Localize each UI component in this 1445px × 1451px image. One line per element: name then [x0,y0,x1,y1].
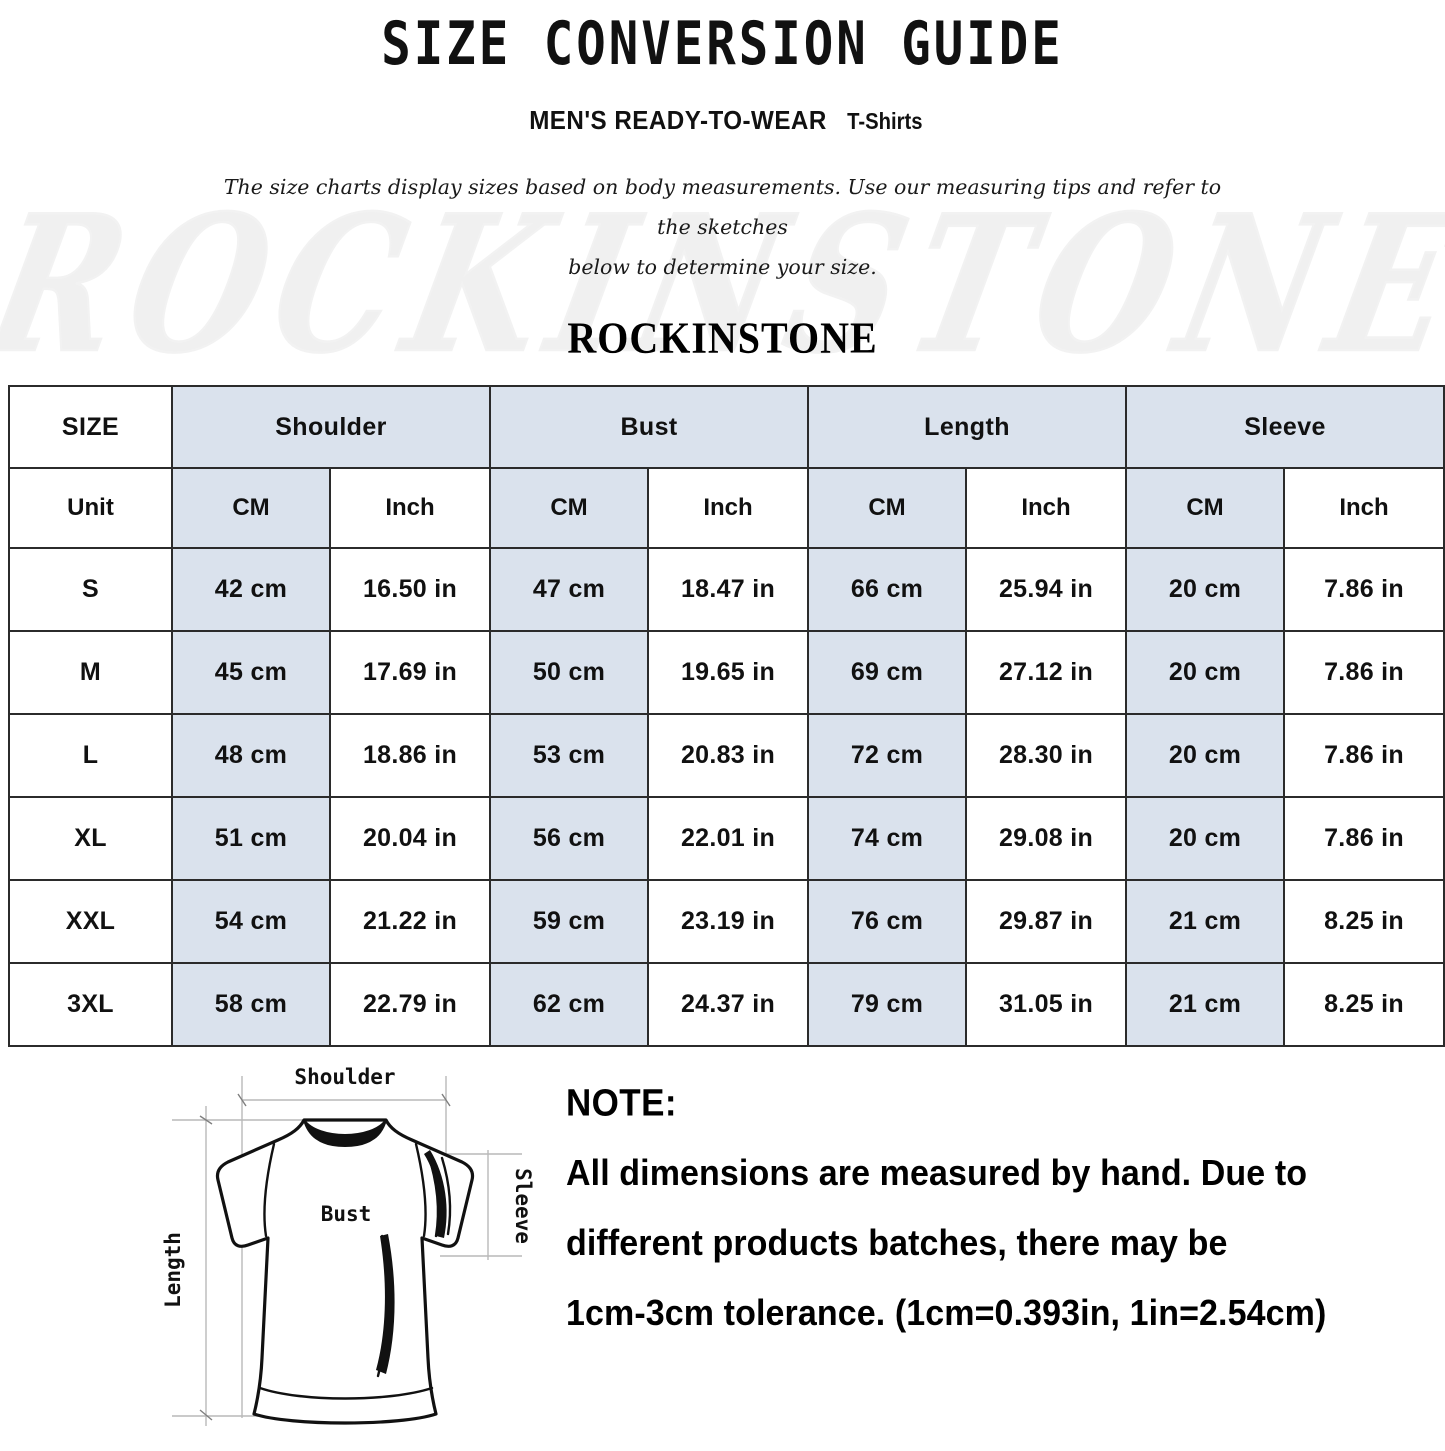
cell-bust-in: 20.83 in [647,713,810,798]
cell-size: M [8,630,173,715]
cell-sleeve-in: 7.86 in [1283,796,1445,881]
cell-length-in: 28.30 in [965,713,1128,798]
description-line-1: The size charts display sizes based on b… [223,175,1222,239]
header-group-length: Length [807,385,1128,469]
table-row: XXL 54 cm 21.22 in 59 cm 23.19 in 76 cm … [8,879,1445,964]
cell-bust-in: 23.19 in [647,879,810,964]
cell-shoulder-in: 17.69 in [328,630,492,715]
cell-size: S [8,547,173,632]
cell-size: 3XL [8,962,173,1047]
header-group-shoulder: Shoulder [170,385,492,469]
cell-shoulder-cm: 58 cm [171,962,331,1047]
cell-sleeve-cm: 20 cm [1125,547,1286,632]
cell-bust-cm: 47 cm [489,547,650,632]
cell-length-cm: 79 cm [807,962,968,1047]
subtitle: MEN'S READY-TO-WEAR T-Shirts [0,105,1445,136]
cell-shoulder-cm: 51 cm [171,796,331,881]
cell-length-in: 29.87 in [965,879,1128,964]
note-line-2: different products batches, there may be [566,1223,1228,1264]
header-shoulder-cm: CM [171,467,331,549]
cell-length-cm: 66 cm [807,547,968,632]
diagram-label-sleeve: Sleeve [511,1168,535,1244]
cell-shoulder-in: 22.79 in [328,962,492,1047]
diagram-label-bust: Bust [321,1202,372,1226]
cell-sleeve-in: 8.25 in [1283,962,1445,1047]
page-title: SIZE CONVERSION GUIDE [381,9,1064,79]
cell-shoulder-in: 16.50 in [328,547,492,632]
cell-bust-cm: 53 cm [489,713,650,798]
cell-length-cm: 69 cm [807,630,968,715]
header-sleeve-cm: CM [1125,467,1286,549]
cell-shoulder-cm: 45 cm [171,630,331,715]
tshirt-measurement-diagram: Shoulder Bust Sleeve Length [150,1058,540,1446]
cell-shoulder-cm: 54 cm [171,879,331,964]
table-row: L 48 cm 18.86 in 53 cm 20.83 in 72 cm 28… [8,713,1445,798]
cell-bust-cm: 50 cm [489,630,650,715]
cell-bust-in: 22.01 in [647,796,810,881]
header-unit: Unit [8,467,173,549]
cell-sleeve-cm: 21 cm [1125,962,1286,1047]
cell-length-in: 29.08 in [965,796,1128,881]
table-row: M 45 cm 17.69 in 50 cm 19.65 in 69 cm 27… [8,630,1445,715]
note-title: NOTE: [566,1082,677,1125]
table-unit-row: Unit CM Inch CM Inch CM Inch CM Inch [8,467,1445,549]
cell-sleeve-cm: 21 cm [1125,879,1286,964]
bottom-section: Shoulder Bust Sleeve Length NOTE: All di… [0,1050,1445,1445]
header-group-sleeve: Sleeve [1125,385,1445,469]
header-length-cm: CM [807,467,968,549]
table-row: 3XL 58 cm 22.79 in 62 cm 24.37 in 79 cm … [8,962,1445,1047]
cell-shoulder-in: 20.04 in [328,796,492,881]
size-chart-table: SIZE Shoulder Bust Length Sleeve Unit CM… [8,385,1445,1047]
note-line-1: All dimensions are measured by hand. Due… [566,1153,1308,1194]
cell-length-in: 27.12 in [965,630,1128,715]
cell-bust-in: 24.37 in [647,962,810,1047]
cell-shoulder-in: 18.86 in [328,713,492,798]
cell-sleeve-in: 7.86 in [1283,630,1445,715]
cell-size: XL [8,796,173,881]
description-line-2: below to determine your size. [568,254,877,279]
cell-shoulder-in: 21.22 in [328,879,492,964]
header-group-bust: Bust [489,385,810,469]
cell-bust-cm: 56 cm [489,796,650,881]
cell-sleeve-cm: 20 cm [1125,713,1286,798]
header-bust-inch: Inch [647,467,810,549]
cell-length-in: 31.05 in [965,962,1128,1047]
cell-shoulder-cm: 42 cm [171,547,331,632]
cell-sleeve-cm: 20 cm [1125,630,1286,715]
header-shoulder-inch: Inch [328,467,492,549]
cell-bust-in: 18.47 in [647,547,810,632]
cell-bust-cm: 59 cm [489,879,650,964]
size-chart-container: SIZE Shoulder Bust Length Sleeve Unit CM… [8,385,1445,1047]
cell-length-cm: 74 cm [807,796,968,881]
description-text: The size charts display sizes based on b… [213,168,1233,288]
note-block: NOTE: All dimensions are measured by han… [566,1082,1396,1334]
cell-sleeve-in: 7.86 in [1283,547,1445,632]
cell-sleeve-cm: 20 cm [1125,796,1286,881]
subtitle-category: MEN'S READY-TO-WEAR [528,105,827,135]
cell-bust-cm: 62 cm [489,962,650,1047]
note-line-3: 1cm-3cm tolerance. (1cm=0.393in, 1in=2.5… [566,1293,1327,1334]
cell-size: L [8,713,173,798]
cell-sleeve-in: 8.25 in [1283,879,1445,964]
subtitle-product: T-Shirts [846,108,923,134]
page-header: SIZE CONVERSION GUIDE MEN'S READY-TO-WEA… [0,0,1445,363]
cell-shoulder-cm: 48 cm [171,713,331,798]
diagram-label-shoulder: Shoulder [294,1065,395,1089]
cell-size: XXL [8,879,173,964]
brand-name: ROCKINSTONE [567,312,878,363]
cell-length-cm: 72 cm [807,713,968,798]
cell-bust-in: 19.65 in [647,630,810,715]
header-length-inch: Inch [965,467,1128,549]
table-row: XL 51 cm 20.04 in 56 cm 22.01 in 74 cm 2… [8,796,1445,881]
cell-length-cm: 76 cm [807,879,968,964]
header-size: SIZE [8,385,173,469]
header-sleeve-inch: Inch [1283,467,1445,549]
header-bust-cm: CM [489,467,650,549]
table-row: S 42 cm 16.50 in 47 cm 18.47 in 66 cm 25… [8,547,1445,632]
diagram-label-length: Length [161,1232,185,1308]
cell-sleeve-in: 7.86 in [1283,713,1445,798]
cell-length-in: 25.94 in [965,547,1128,632]
table-group-header-row: SIZE Shoulder Bust Length Sleeve [8,385,1445,469]
